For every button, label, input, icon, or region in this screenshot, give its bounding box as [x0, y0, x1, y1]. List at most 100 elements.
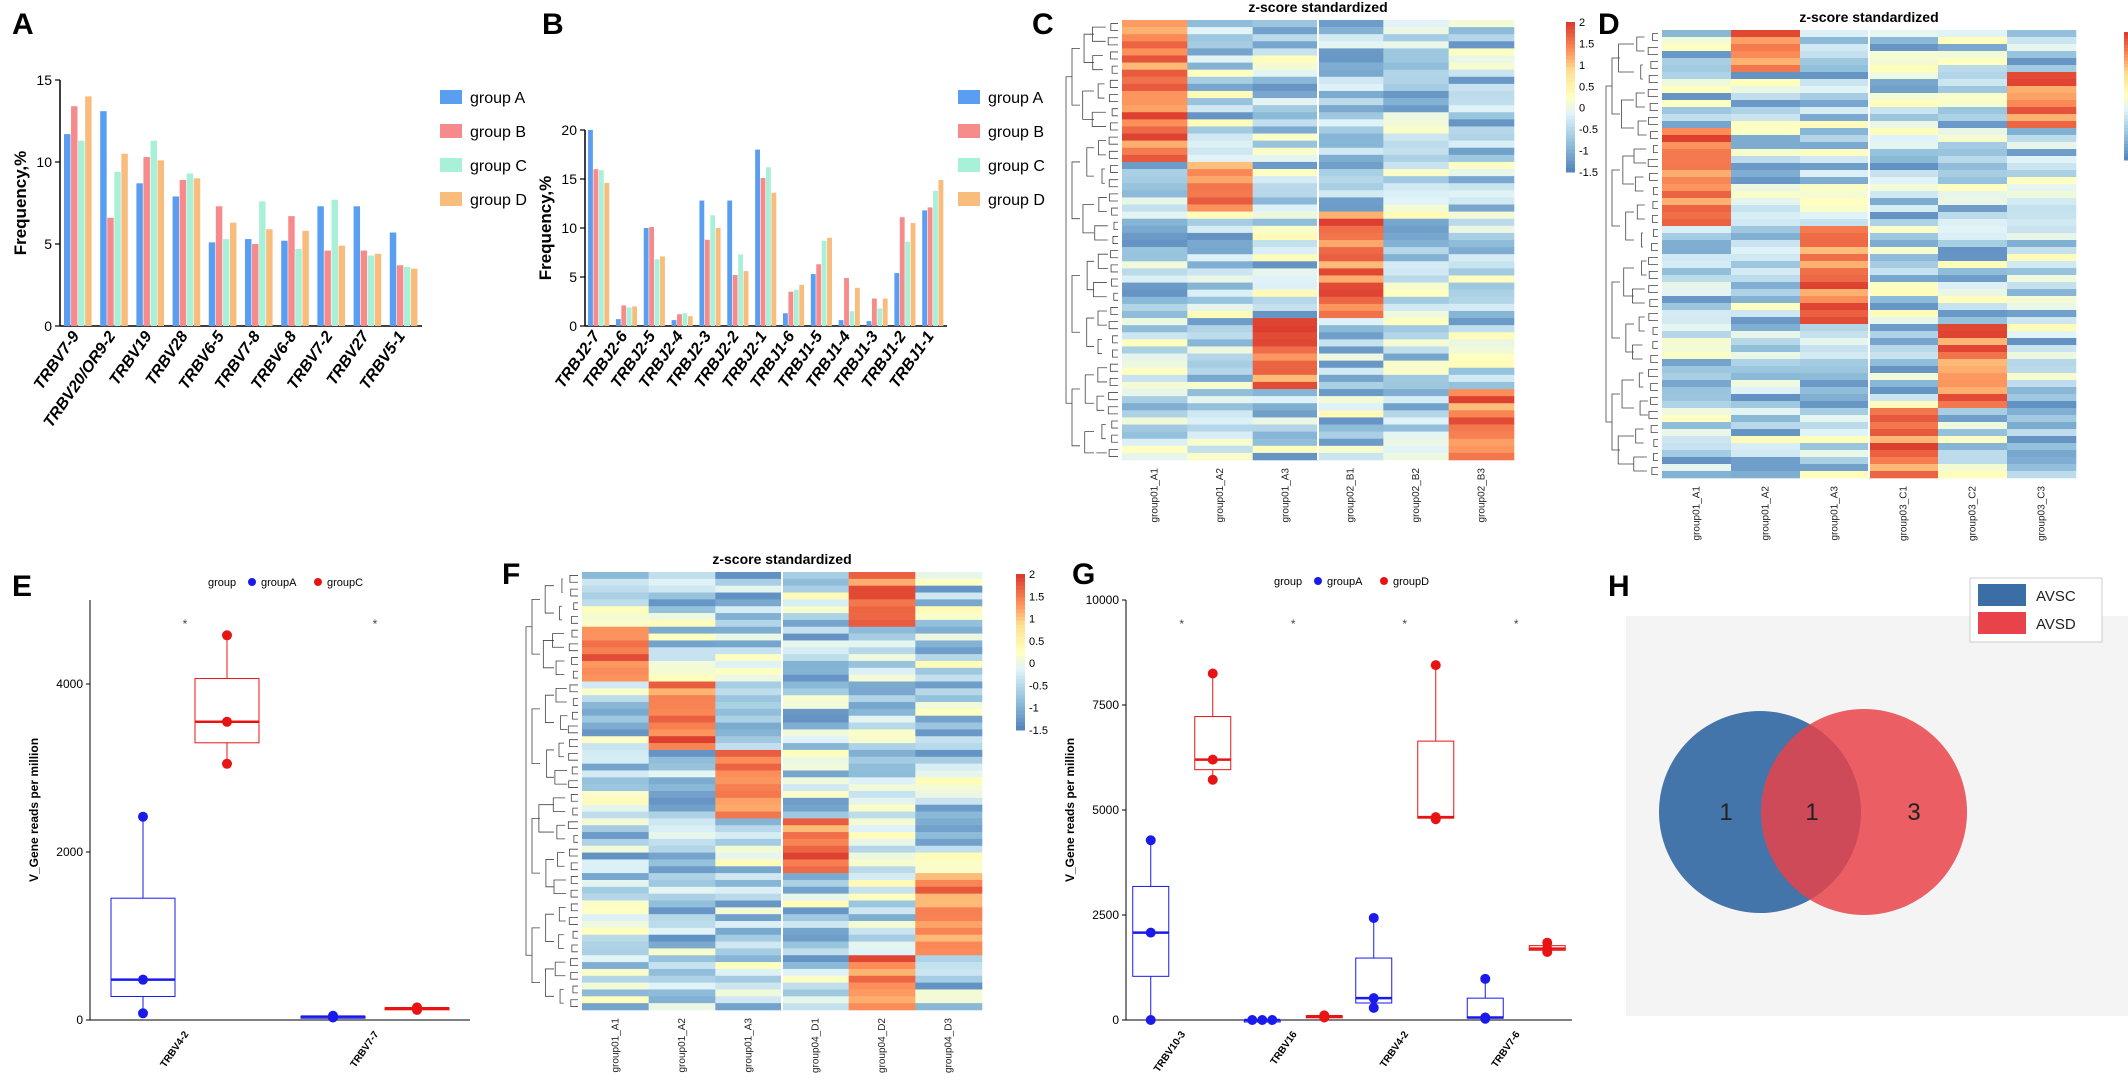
- box-point: [412, 1002, 422, 1013]
- heatmap-cell: [1938, 457, 2008, 465]
- heatmap-cell: [848, 879, 916, 888]
- heatmap-cell: [582, 708, 649, 717]
- heatmap-cell: [1869, 184, 1939, 192]
- heatmap-cell: [1800, 401, 1870, 409]
- heatmap-cell: [1800, 177, 1870, 185]
- dendrogram-branch: [573, 602, 578, 611]
- heatmap-cell: [782, 818, 849, 826]
- colorbar-segment: [1016, 679, 1025, 684]
- box-point: [1145, 927, 1156, 938]
- heatmap-cell: [915, 989, 983, 997]
- heatmap-cell: [848, 585, 916, 593]
- dendrogram-branch: [571, 629, 578, 638]
- heatmap-cell: [1252, 374, 1319, 383]
- heatmap-cell: [848, 695, 916, 703]
- heatmap-cell: [1252, 410, 1319, 418]
- heatmap-cell: [1187, 169, 1253, 177]
- heatmap-cell: [1448, 360, 1515, 369]
- dendrogram-branch: [1107, 406, 1118, 415]
- heatmap-cell: [1448, 140, 1515, 149]
- heatmap-cell: [2007, 149, 2077, 157]
- heatmap-cell: [1800, 415, 1870, 423]
- heatmap-cell: [1318, 76, 1384, 85]
- heatmap-cell: [782, 606, 849, 614]
- heatmap-cell: [1383, 346, 1449, 354]
- heatmap-cell: [1731, 366, 1801, 374]
- heatmap-cell: [648, 674, 716, 682]
- heatmap-cell: [1869, 450, 1939, 458]
- heatmap-cell: [715, 660, 783, 669]
- heatmap-cell: [1938, 177, 2008, 185]
- dendrogram-branch: [1097, 367, 1107, 383]
- colorbar-tick-label: -0.5: [1029, 680, 1048, 692]
- heatmap-cell: [1318, 169, 1384, 177]
- heatmap-cell: [582, 962, 649, 970]
- heatmap-cell: [1383, 140, 1449, 149]
- heatmap-cell: [1938, 198, 2008, 206]
- heatmap-cell: [1662, 275, 1732, 283]
- heatmap-cell: [782, 811, 849, 819]
- bar-group-d-trbv20-or9-2: [121, 153, 128, 326]
- dendrogram-branch: [568, 917, 578, 925]
- heatmap-cell: [582, 763, 649, 771]
- heatmap-column-label: group03_C2: [1968, 486, 1979, 541]
- colorbar-tick-label: 2: [1579, 17, 1585, 29]
- heatmap-cell: [1383, 76, 1449, 85]
- dendrogram-branch: [1071, 275, 1080, 333]
- heatmap-cell: [1383, 310, 1449, 319]
- heatmap-cell: [1122, 396, 1188, 404]
- heatmap-column-label: group04_D1: [810, 1018, 821, 1073]
- heatmap-cell: [1448, 55, 1515, 63]
- dendrogram-branch: [1640, 64, 1643, 80]
- heatmap-cell: [1448, 225, 1515, 234]
- heatmap-cell: [1252, 98, 1319, 106]
- heatmap-cell: [1187, 424, 1253, 432]
- colorbar-segment: [2124, 51, 2128, 55]
- legend-label-group-b: group B: [470, 124, 526, 141]
- heatmap-cell: [782, 996, 849, 1004]
- heatmap-cell: [1448, 240, 1515, 248]
- heatmap-cell: [1731, 275, 1801, 283]
- heatmap-cell: [1662, 219, 1732, 227]
- heatmap-cell: [1800, 359, 1870, 367]
- heatmap-cell: [1187, 119, 1253, 127]
- bar-group-c-trbv7-9: [78, 140, 85, 326]
- heatmap-cell: [1383, 105, 1449, 113]
- heatmap-cell: [1938, 114, 2008, 122]
- heatmap-cell: [1938, 268, 2008, 276]
- heatmap-column-label: group03_C1: [1899, 486, 1910, 541]
- heatmap-cell: [2007, 310, 2077, 318]
- heatmap-cell: [715, 914, 783, 922]
- heatmap-cell: [1122, 374, 1188, 383]
- heatmap-cell: [1187, 211, 1253, 220]
- heatmap-column-label: group01_A3: [744, 1018, 755, 1073]
- heatmap-cell: [1800, 240, 1870, 248]
- dendrogram-branch: [1111, 207, 1118, 216]
- heatmap-cell: [1869, 359, 1939, 367]
- heatmap-cell: [1662, 303, 1732, 311]
- heatmap-cell: [1187, 410, 1253, 418]
- heatmap-cell: [1122, 403, 1188, 411]
- heatmap-cell: [648, 667, 716, 675]
- dendrogram-branch: [572, 807, 578, 816]
- heatmap-cell: [848, 818, 916, 826]
- heatmap-cell: [1122, 211, 1188, 220]
- heatmap-cell: [648, 948, 716, 956]
- dendrogram-branch: [567, 725, 578, 734]
- heatmap-cell: [2007, 373, 2077, 381]
- heatmap-cell: [848, 832, 916, 840]
- legend-swatch-groupa: [248, 578, 256, 586]
- dendrogram-branch: [558, 906, 566, 922]
- heatmap-cell: [1318, 133, 1384, 141]
- colorbar-segment: [1566, 52, 1575, 57]
- dendrogram-branch: [1108, 150, 1118, 159]
- heatmap-cell: [582, 873, 649, 881]
- heatmap-cell: [1869, 282, 1939, 290]
- dendrogram-branch: [531, 817, 540, 874]
- dendrogram-branch: [1625, 211, 1634, 241]
- heatmap-cell: [2007, 93, 2077, 101]
- heatmap-cell: [782, 791, 849, 799]
- heatmap-cell: [1318, 55, 1384, 63]
- heatmap-cell: [1448, 367, 1515, 376]
